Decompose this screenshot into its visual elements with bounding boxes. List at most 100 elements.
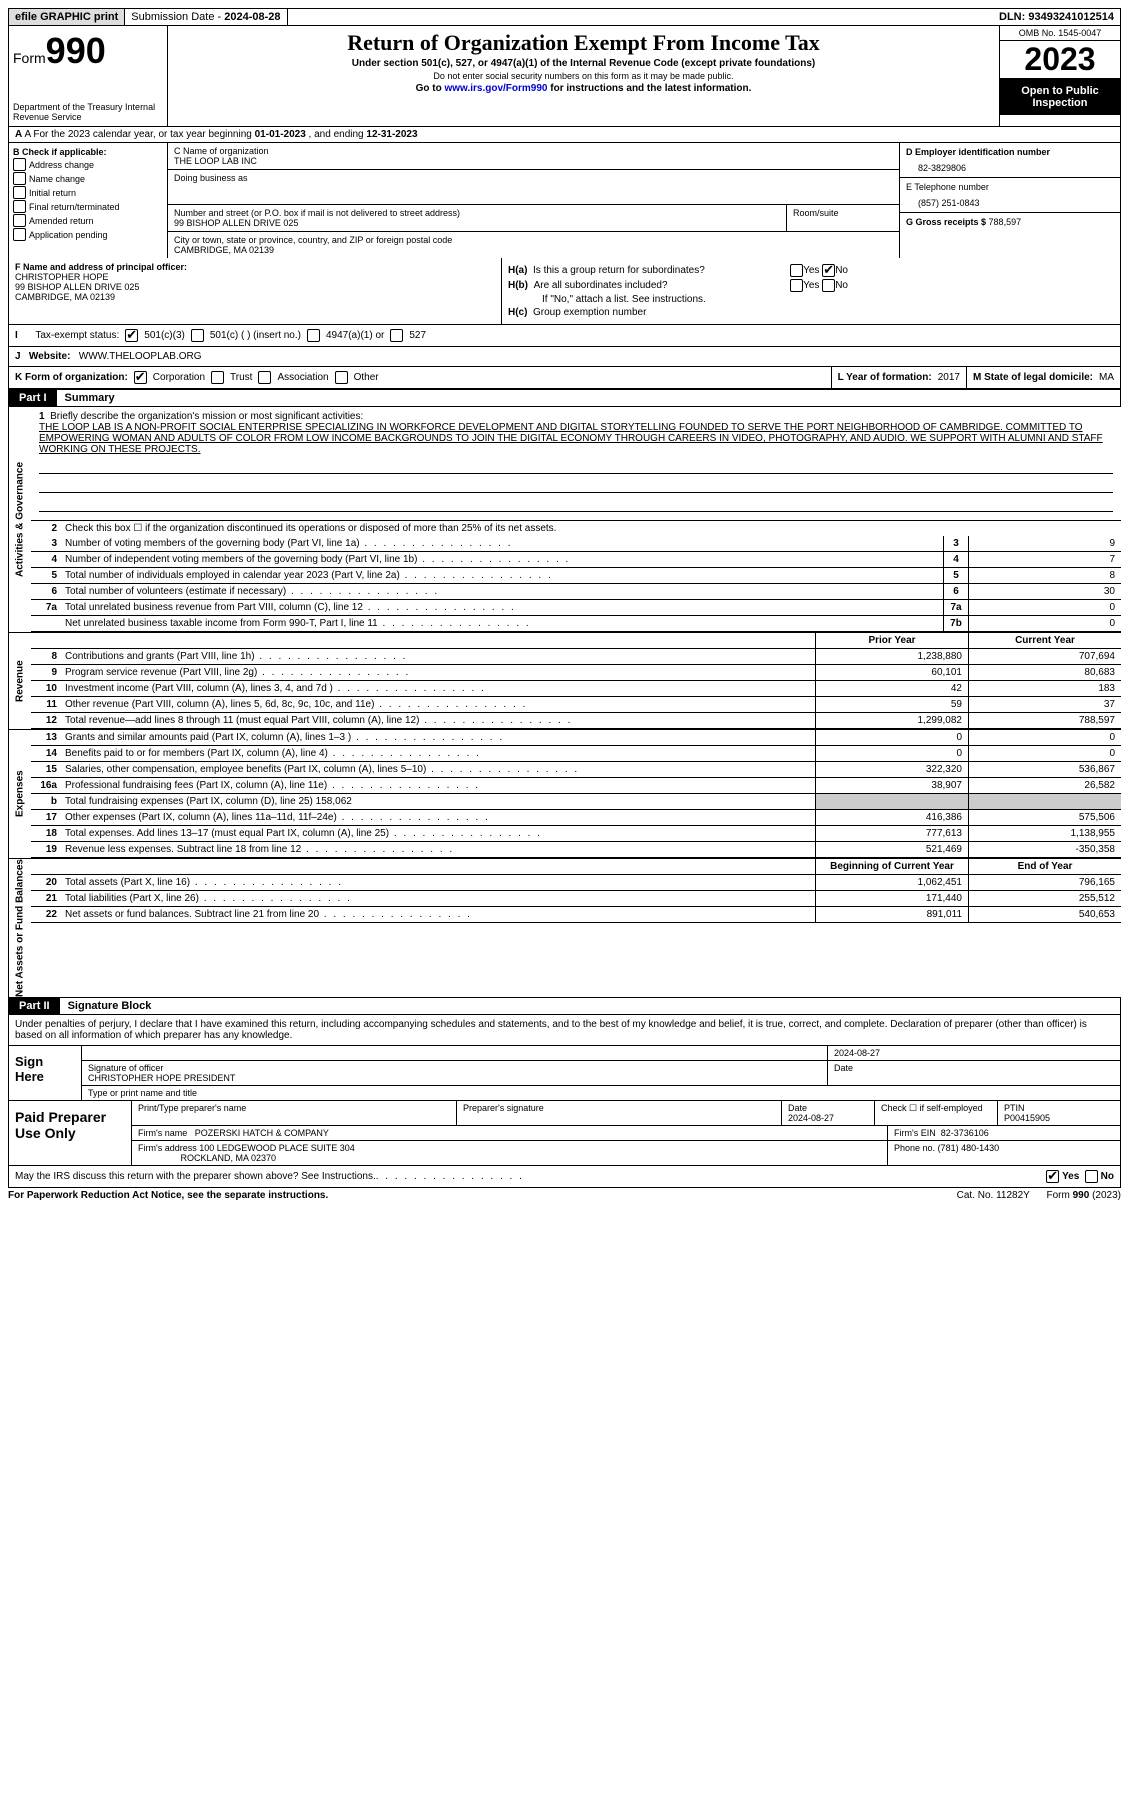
- tax-status-label: Tax-exempt status:: [35, 330, 119, 341]
- cb-4947[interactable]: [307, 329, 320, 342]
- cat-no: Cat. No. 11282Y: [957, 1190, 1030, 1201]
- discuss-yes[interactable]: [1046, 1170, 1059, 1183]
- phone-label: E Telephone number: [906, 182, 1114, 192]
- dept-label: Department of the Treasury Internal Reve…: [13, 102, 163, 122]
- subtitle-2: Do not enter social security numbers on …: [172, 71, 995, 81]
- cb-501c3[interactable]: [125, 329, 138, 342]
- hb-yes[interactable]: [790, 279, 803, 292]
- revenue-section: Revenue Prior YearCurrent Year 8Contribu…: [8, 633, 1121, 730]
- vtab-net: Net Assets or Fund Balances: [8, 859, 31, 997]
- gross-value: 788,597: [989, 217, 1022, 227]
- cb-assoc[interactable]: [258, 371, 271, 384]
- checkbox-name-change[interactable]: [13, 172, 26, 185]
- website-value: WWW.THELOOPLAB.ORG: [79, 351, 202, 362]
- form-footer: Form 990 (2023): [1047, 1190, 1121, 1201]
- form-title: Return of Organization Exempt From Incom…: [172, 30, 995, 56]
- mission-text: THE LOOP LAB IS A NON-PROFIT SOCIAL ENTE…: [39, 422, 1103, 455]
- paid-preparer-label: Paid Preparer Use Only: [9, 1101, 132, 1165]
- self-employed-check: Check ☐ if self-employed: [875, 1101, 998, 1125]
- addr-value: 99 BISHOP ALLEN DRIVE 025: [174, 218, 780, 228]
- activities-governance: Activities & Governance 1 Briefly descri…: [8, 407, 1121, 633]
- city-label: City or town, state or province, country…: [174, 235, 893, 245]
- year-formation: 2017: [938, 372, 960, 383]
- ha-no[interactable]: [822, 264, 835, 277]
- firm-ein: 82-3736106: [941, 1128, 989, 1138]
- prep-sig-label: Preparer's signature: [457, 1101, 782, 1125]
- gross-label: G Gross receipts $: [906, 217, 989, 227]
- net-assets-section: Net Assets or Fund Balances Beginning of…: [8, 859, 1121, 997]
- subtitle-1: Under section 501(c), 527, or 4947(a)(1)…: [172, 58, 995, 69]
- checkbox-pending[interactable]: [13, 228, 26, 241]
- vtab-rev: Revenue: [8, 633, 31, 729]
- ein-value: 82-3829806: [906, 157, 1114, 173]
- row-i: I Tax-exempt status: 501(c)(3) 501(c) ( …: [8, 325, 1121, 347]
- submission-date: Submission Date - 2024-08-28: [125, 9, 287, 25]
- checkbox-address-change[interactable]: [13, 158, 26, 171]
- sig-officer-label: Signature of officer: [88, 1063, 163, 1073]
- cb-trust[interactable]: [211, 371, 224, 384]
- ein-label: D Employer identification number: [906, 147, 1050, 157]
- begin-year-hdr: Beginning of Current Year: [815, 859, 968, 874]
- discuss-row: May the IRS discuss this return with the…: [8, 1166, 1121, 1188]
- mission-label: Briefly describe the organization's miss…: [50, 411, 363, 422]
- end-year-hdr: End of Year: [968, 859, 1121, 874]
- prep-name-label: Print/Type preparer's name: [132, 1101, 457, 1125]
- hc-label: H(c): [508, 307, 527, 318]
- checkbox-initial-return[interactable]: [13, 186, 26, 199]
- org-name: THE LOOP LAB INC: [174, 156, 893, 166]
- row-klm: K Form of organization: Corporation Trus…: [8, 367, 1121, 389]
- officer-addr2: CAMBRIDGE, MA 02139: [15, 292, 115, 302]
- dba-label: Doing business as: [174, 173, 893, 183]
- state-domicile: MA: [1099, 372, 1114, 383]
- checkbox-amended[interactable]: [13, 214, 26, 227]
- cb-527[interactable]: [390, 329, 403, 342]
- section-bc: B Check if applicable: Address change Na…: [8, 143, 1121, 258]
- row-a: A A For the 2023 calendar year, or tax y…: [8, 127, 1121, 143]
- sig-date-label: Date: [828, 1061, 1120, 1085]
- signature-block: Under penalties of perjury, I declare th…: [8, 1015, 1121, 1166]
- subtitle-3: Go to www.irs.gov/Form990 for instructio…: [172, 83, 995, 94]
- cb-501c[interactable]: [191, 329, 204, 342]
- cb-other[interactable]: [335, 371, 348, 384]
- col-b-label: B Check if applicable:: [13, 147, 107, 157]
- footer: For Paperwork Reduction Act Notice, see …: [8, 1188, 1121, 1203]
- phone-value: (857) 251-0843: [906, 192, 1114, 208]
- firm-name: POZERSKI HATCH & COMPANY: [195, 1128, 329, 1138]
- efile-button[interactable]: efile GRAPHIC print: [9, 9, 125, 25]
- irs-link[interactable]: www.irs.gov/Form990: [444, 83, 547, 94]
- form-label: Form: [13, 50, 46, 66]
- officer-label: F Name and address of principal officer:: [15, 262, 187, 272]
- open-inspection: Open to Public Inspection: [1000, 79, 1120, 115]
- vtab-gov: Activities & Governance: [8, 407, 31, 632]
- current-year-hdr: Current Year: [968, 633, 1121, 648]
- dln: DLN: 93493241012514: [993, 9, 1120, 25]
- part1-header: Part I Summary: [8, 389, 1121, 407]
- form-number: 990: [46, 30, 106, 71]
- ha-yes[interactable]: [790, 264, 803, 277]
- firm-addr: 100 LEDGEWOOD PLACE SUITE 304: [199, 1143, 355, 1153]
- room-label: Room/suite: [787, 205, 899, 231]
- firm-city: ROCKLAND, MA 02370: [181, 1153, 277, 1163]
- cb-corp[interactable]: [134, 371, 147, 384]
- city-value: CAMBRIDGE, MA 02139: [174, 245, 893, 255]
- addr-label: Number and street (or P.O. box if mail i…: [174, 208, 780, 218]
- discuss-no[interactable]: [1085, 1170, 1098, 1183]
- type-name-label: Type or print name and title: [82, 1086, 1120, 1100]
- perjury-declaration: Under penalties of perjury, I declare th…: [9, 1015, 1120, 1045]
- row-j: J Website: WWW.THELOOPLAB.ORG: [8, 347, 1121, 367]
- checkbox-final-return[interactable]: [13, 200, 26, 213]
- prior-year-hdr: Prior Year: [815, 633, 968, 648]
- officer-sig: CHRISTOPHER HOPE PRESIDENT: [88, 1073, 235, 1083]
- part2-header: Part II Signature Block: [8, 997, 1121, 1015]
- firm-phone: (781) 480-1430: [938, 1143, 1000, 1153]
- ha-label: H(a): [508, 265, 527, 276]
- vtab-exp: Expenses: [8, 730, 31, 858]
- hb-no[interactable]: [822, 279, 835, 292]
- expenses-section: Expenses 13Grants and similar amounts pa…: [8, 730, 1121, 859]
- omb-number: OMB No. 1545-0047: [1000, 26, 1120, 41]
- officer-addr1: 99 BISHOP ALLEN DRIVE 025: [15, 282, 139, 292]
- ptin-value: P00415905: [1004, 1113, 1050, 1123]
- tax-year: 2023: [1000, 41, 1120, 79]
- form-header: Form990 Department of the Treasury Inter…: [8, 26, 1121, 127]
- officer-name: CHRISTOPHER HOPE: [15, 272, 108, 282]
